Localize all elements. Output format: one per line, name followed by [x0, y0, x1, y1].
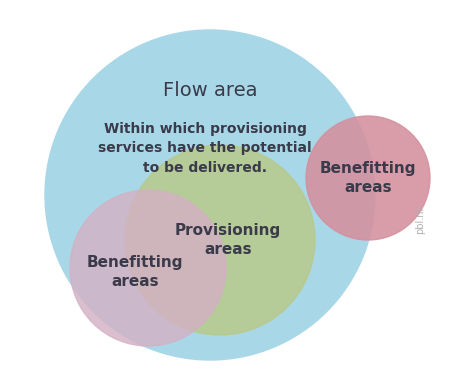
- Circle shape: [306, 116, 430, 240]
- Text: pbl.nl: pbl.nl: [415, 207, 425, 234]
- Text: Benefitting
areas: Benefitting areas: [87, 254, 183, 289]
- Circle shape: [70, 190, 226, 346]
- Text: Flow area: Flow area: [163, 81, 257, 100]
- Text: Benefitting
areas: Benefitting areas: [320, 161, 416, 195]
- Text: Within which provisioning
services have the potential
to be delivered.: Within which provisioning services have …: [98, 121, 312, 175]
- Circle shape: [45, 30, 375, 360]
- Circle shape: [125, 145, 315, 335]
- Text: Provisioning
areas: Provisioning areas: [175, 223, 281, 258]
